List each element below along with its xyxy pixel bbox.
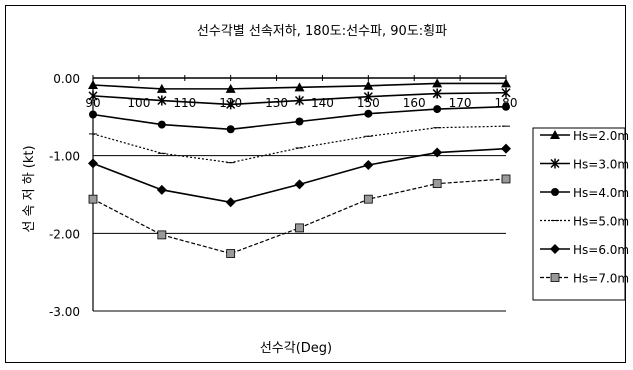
data-point (501, 143, 511, 154)
data-point (156, 184, 167, 195)
data-point (501, 174, 511, 184)
legend-box (532, 127, 626, 301)
y-tick-label: -2.00 (49, 227, 80, 241)
data-point (225, 197, 236, 208)
legend-marker (550, 244, 560, 254)
chart-title: 선수각별 선속저하, 180도:선수파, 90도:횡파 (197, 24, 447, 39)
y-tick-label: -1.00 (49, 150, 80, 164)
y-tick-label: -3.00 (49, 305, 80, 319)
legend-label: Hs=5.0m (573, 215, 629, 229)
data-point (88, 158, 98, 169)
data-point (363, 91, 373, 102)
data-point (363, 80, 374, 90)
data-point (226, 99, 236, 110)
grid (93, 155, 506, 312)
data-point (226, 125, 235, 134)
x-axis-label: 선수각(Deg) (260, 341, 332, 356)
data-point (501, 78, 511, 88)
series-line (92, 125, 507, 164)
data-point (226, 249, 236, 258)
data-point (363, 159, 374, 170)
data-point (294, 179, 305, 190)
legend-label: Hs=4.0m (573, 186, 629, 200)
legend-marker (550, 273, 560, 282)
data-point (157, 120, 166, 129)
series-line (92, 147, 507, 204)
y-axis-label: 선 속 저 하 (kt) (22, 145, 37, 232)
data-point (88, 194, 98, 204)
series-hs-2 (88, 78, 511, 93)
legend-label: Hs=3.0m (573, 158, 629, 172)
x-tick-label: 110 (173, 96, 196, 110)
x-tick-label: 160 (403, 96, 426, 110)
legend-label: Hs=6.0m (573, 243, 629, 257)
data-point (363, 194, 373, 204)
x-tick-label: 170 (449, 96, 472, 110)
data-point (502, 102, 510, 111)
data-point (501, 87, 511, 98)
data-point (157, 95, 167, 106)
data-point (432, 179, 442, 189)
series-hs-5 (89, 125, 510, 164)
chart-frame (5, 5, 626, 363)
data-point (88, 90, 98, 101)
series-layer (88, 78, 511, 258)
data-point (89, 110, 97, 119)
legend-label: Hs=7.0m (573, 272, 629, 286)
data-point (156, 83, 167, 93)
data-point (294, 95, 305, 106)
data-point (433, 105, 442, 114)
data-point (432, 88, 442, 99)
legend-label: Hs=2.0m (573, 129, 629, 143)
data-point (157, 230, 167, 240)
data-point (88, 79, 98, 89)
series-line (92, 178, 507, 255)
series-hs-6 (88, 143, 511, 208)
series-hs-3 (88, 87, 511, 110)
x-tick-label: 150 (357, 96, 380, 110)
data-point (432, 147, 443, 158)
y-tick-label: 0.00 (53, 72, 80, 86)
series-hs-7 (88, 174, 511, 258)
data-point (225, 83, 236, 93)
data-point (364, 109, 373, 118)
data-point (294, 82, 305, 92)
legend: Hs=2.0m Hs=3.0m Hs=4.0m Hs=5.0m Hs=6.0m Hs=7.… (532, 127, 629, 301)
series-hs-4 (89, 102, 510, 134)
data-point (295, 117, 304, 126)
legend-marker (550, 158, 560, 169)
x-tick-label: 130 (265, 96, 288, 110)
data-point (432, 78, 443, 88)
legend-marker (551, 188, 559, 196)
legend-marker (550, 130, 560, 139)
data-point (295, 223, 304, 233)
